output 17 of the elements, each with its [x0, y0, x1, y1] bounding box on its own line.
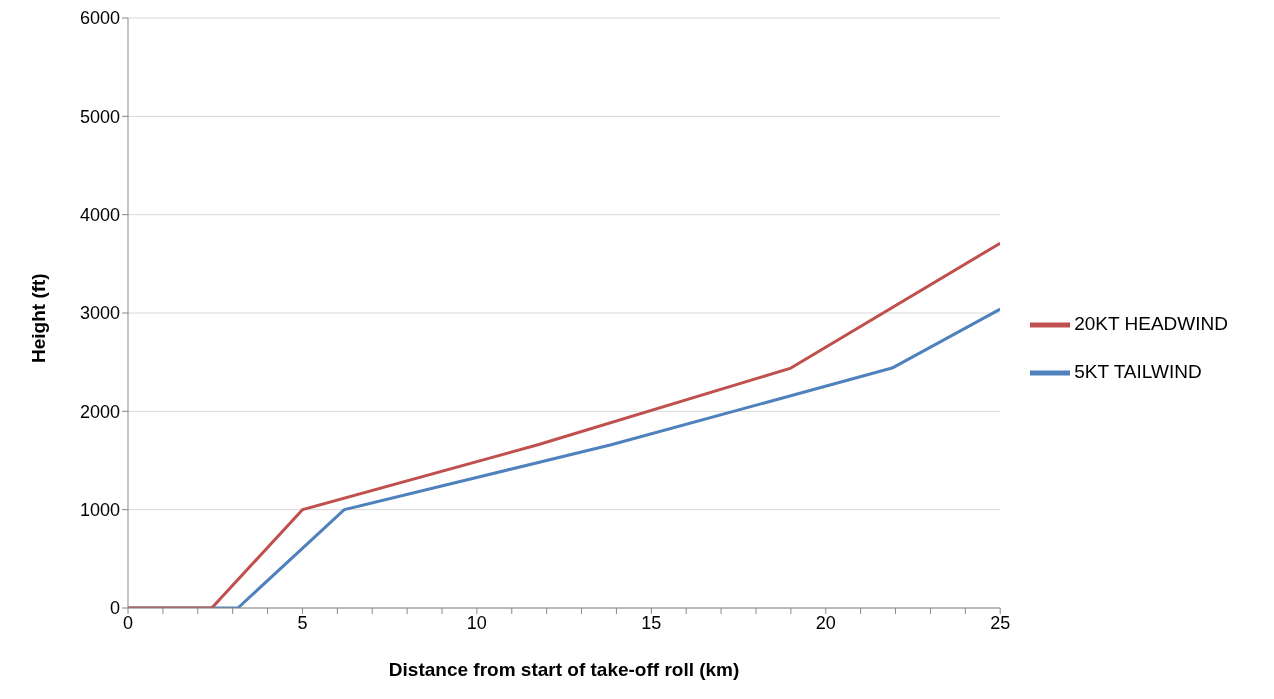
x-tick-label: 25 — [990, 612, 1011, 633]
y-tick-label: 5000 — [79, 106, 120, 127]
y-tick-label: 2000 — [79, 401, 120, 422]
y-tick-label: 3000 — [79, 303, 120, 324]
y-tick-label: 6000 — [79, 8, 120, 29]
x-tick-label: 20 — [815, 612, 836, 633]
x-tick-label: 10 — [466, 612, 487, 633]
x-tick-label: 5 — [297, 612, 308, 633]
y-axis-title: Height (ft) — [27, 273, 49, 363]
x-tick-label: 15 — [641, 612, 662, 633]
x-tick-label: 0 — [122, 612, 134, 633]
legend-label: 20KT HEADWIND — [1074, 313, 1228, 334]
x-axis-title: Distance from start of take-off roll (km) — [388, 659, 740, 680]
y-tick-label: 0 — [109, 598, 120, 619]
legend-label: 5KT TAILWIND — [1074, 361, 1202, 382]
y-tick-label: 1000 — [79, 500, 120, 521]
y-tick-label: 4000 — [79, 205, 120, 226]
